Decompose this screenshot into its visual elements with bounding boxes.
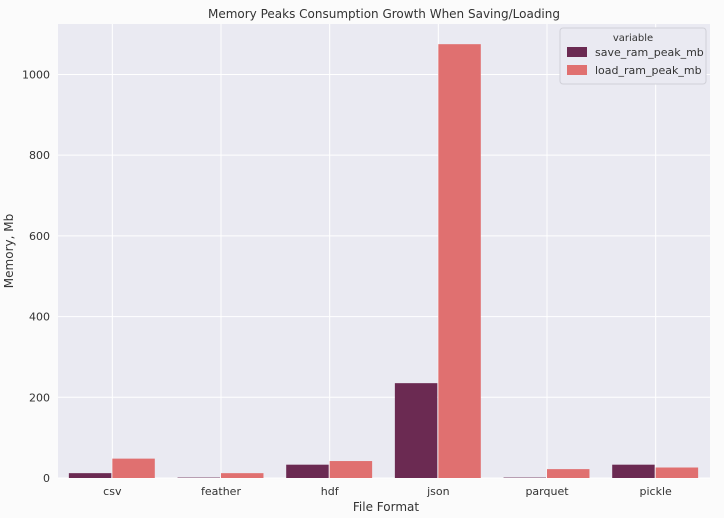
bar-load_ram_peak_mb-csv bbox=[112, 459, 154, 478]
bar-load_ram_peak_mb-json bbox=[438, 44, 480, 478]
bar-load_ram_peak_mb-pickle bbox=[656, 468, 698, 478]
y-tick-label: 0 bbox=[43, 472, 50, 485]
bar-save_ram_peak_mb-hdf bbox=[286, 465, 328, 478]
bar-load_ram_peak_mb-feather bbox=[221, 473, 263, 478]
legend-label-save: save_ram_peak_mb bbox=[595, 46, 704, 59]
chart-title: Memory Peaks Consumption Growth When Sav… bbox=[208, 7, 560, 21]
x-axis-label: File Format bbox=[353, 500, 419, 514]
y-tick-label: 200 bbox=[29, 391, 50, 404]
x-tick-label: feather bbox=[201, 485, 241, 498]
legend: variable save_ram_peak_mb load_ram_peak_… bbox=[560, 28, 706, 84]
y-tick-label: 800 bbox=[29, 149, 50, 162]
bar-save_ram_peak_mb-json bbox=[395, 383, 437, 478]
bar-load_ram_peak_mb-hdf bbox=[330, 461, 372, 478]
y-axis-ticks: 0 200 400 600 800 1000 bbox=[22, 68, 50, 485]
legend-swatch-load bbox=[567, 65, 587, 75]
y-tick-label: 1000 bbox=[22, 68, 50, 81]
x-tick-label: csv bbox=[103, 485, 122, 498]
legend-title: variable bbox=[613, 33, 653, 44]
bar-save_ram_peak_mb-csv bbox=[69, 473, 111, 478]
y-axis-label: Memory, Mb bbox=[2, 214, 16, 288]
y-tick-label: 400 bbox=[29, 311, 50, 324]
bar-load_ram_peak_mb-parquet bbox=[547, 469, 589, 478]
x-tick-label: json bbox=[426, 485, 450, 498]
x-axis-ticks: csv feather hdf json parquet pickle bbox=[103, 485, 672, 498]
legend-label-load: load_ram_peak_mb bbox=[595, 64, 702, 77]
legend-swatch-save bbox=[567, 47, 587, 57]
x-tick-label: hdf bbox=[321, 485, 340, 498]
plot-area bbox=[58, 24, 710, 478]
bar-save_ram_peak_mb-pickle bbox=[612, 465, 654, 478]
y-tick-label: 600 bbox=[29, 230, 50, 243]
x-tick-label: parquet bbox=[525, 485, 569, 498]
x-tick-label: pickle bbox=[640, 485, 673, 498]
